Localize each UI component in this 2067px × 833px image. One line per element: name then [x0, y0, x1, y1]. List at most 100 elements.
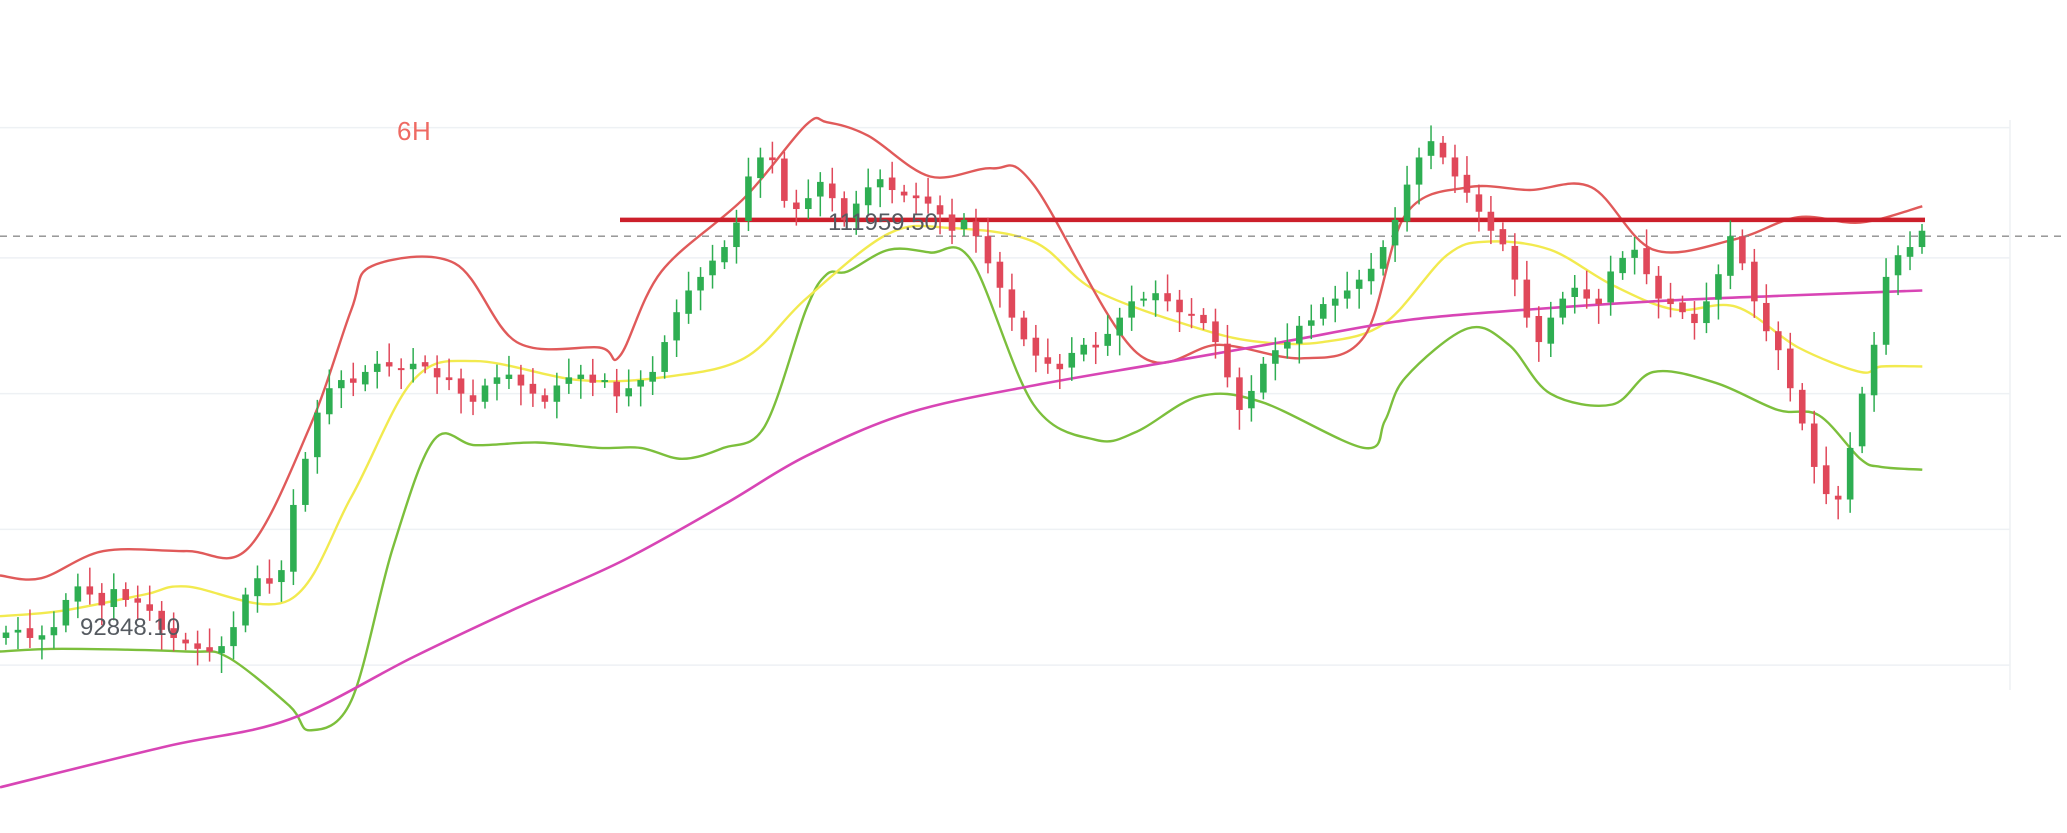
- candle: [1775, 321, 1782, 371]
- candle-body: [457, 378, 465, 394]
- candle: [685, 271, 692, 324]
- candle-body: [805, 198, 812, 210]
- candlesticks: [2, 125, 1926, 673]
- candle-body: [1583, 289, 1590, 299]
- candle: [1631, 236, 1638, 275]
- candle-body: [553, 385, 561, 402]
- candle: [1834, 485, 1842, 520]
- candle-body: [1403, 184, 1411, 222]
- candle: [1092, 332, 1100, 365]
- candle-body: [146, 604, 153, 611]
- candle-body: [218, 646, 225, 654]
- candle: [1499, 222, 1507, 252]
- candle-body: [170, 628, 177, 638]
- candle: [1355, 269, 1363, 309]
- candle-body: [1619, 257, 1626, 274]
- candle: [709, 244, 716, 289]
- candle: [1918, 223, 1926, 254]
- candle: [1451, 144, 1459, 194]
- candle: [625, 369, 632, 407]
- candle: [840, 191, 848, 227]
- candle: [1547, 301, 1555, 357]
- candle-body: [74, 586, 82, 602]
- candle: [900, 184, 908, 203]
- candle: [828, 167, 836, 212]
- candle-body: [565, 377, 573, 384]
- candle: [1822, 446, 1830, 505]
- candle: [661, 335, 668, 379]
- candle-body: [86, 586, 94, 595]
- candle-body: [1607, 271, 1614, 303]
- candle-body: [948, 214, 956, 231]
- candle-body: [1104, 333, 1111, 346]
- candle: [757, 147, 764, 198]
- candle-body: [1284, 342, 1291, 349]
- candle: [182, 632, 189, 651]
- candle: [1343, 271, 1351, 309]
- candle: [290, 489, 297, 586]
- candle-body: [1571, 287, 1579, 297]
- candle: [1116, 307, 1123, 356]
- candle: [1679, 295, 1686, 319]
- candle: [1535, 306, 1543, 362]
- candle-body: [1044, 357, 1052, 364]
- candle: [122, 582, 130, 607]
- candle-body: [1858, 393, 1866, 447]
- candle-body: [1367, 268, 1375, 282]
- candle-body: [1475, 194, 1483, 212]
- candle: [1415, 147, 1423, 205]
- candle: [1391, 207, 1399, 262]
- candle-body: [1547, 317, 1555, 344]
- candle-body: [1427, 141, 1435, 156]
- candle-body: [1140, 298, 1147, 301]
- candle: [1595, 288, 1602, 324]
- candle-body: [1260, 363, 1267, 393]
- candle-body: [996, 261, 1004, 288]
- candle-body: [230, 627, 237, 647]
- candle-body: [1296, 325, 1303, 344]
- candle-body: [481, 385, 489, 402]
- candle-body: [254, 578, 261, 597]
- candle-body: [373, 363, 381, 372]
- candle: [876, 169, 884, 208]
- candle-body: [338, 380, 345, 389]
- candle: [912, 182, 920, 215]
- candle: [409, 348, 417, 383]
- candle-body: [697, 276, 704, 291]
- candle-body: [1523, 279, 1531, 318]
- candle-body: [469, 395, 477, 402]
- candle-body: [278, 570, 285, 583]
- candle-body: [1559, 298, 1567, 318]
- candle: [62, 593, 70, 633]
- candle-body: [709, 260, 716, 276]
- candle-body: [1786, 348, 1794, 389]
- candle-body: [26, 628, 34, 638]
- candle: [649, 356, 656, 395]
- candle: [242, 587, 249, 633]
- candle-body: [1331, 298, 1339, 306]
- candle: [637, 370, 644, 407]
- candle: [98, 583, 106, 626]
- candle-body: [122, 589, 130, 600]
- candle: [1739, 229, 1746, 271]
- candle: [1152, 280, 1159, 317]
- candle-body: [326, 388, 333, 415]
- candle: [1032, 324, 1040, 373]
- candle-body: [1691, 313, 1698, 324]
- candle: [1427, 125, 1435, 170]
- candle-body: [62, 599, 70, 626]
- candle: [1870, 332, 1878, 412]
- candle-body: [828, 183, 836, 199]
- candle: [1272, 337, 1279, 381]
- candle: [1571, 275, 1579, 314]
- candle: [110, 573, 118, 621]
- candle-body: [1224, 343, 1231, 378]
- candle: [266, 559, 273, 594]
- candle-body: [1667, 298, 1674, 305]
- candle: [338, 370, 345, 409]
- candle-body: [1882, 276, 1890, 345]
- candle-body: [1272, 350, 1279, 364]
- candle: [385, 343, 393, 377]
- candle: [1846, 432, 1854, 513]
